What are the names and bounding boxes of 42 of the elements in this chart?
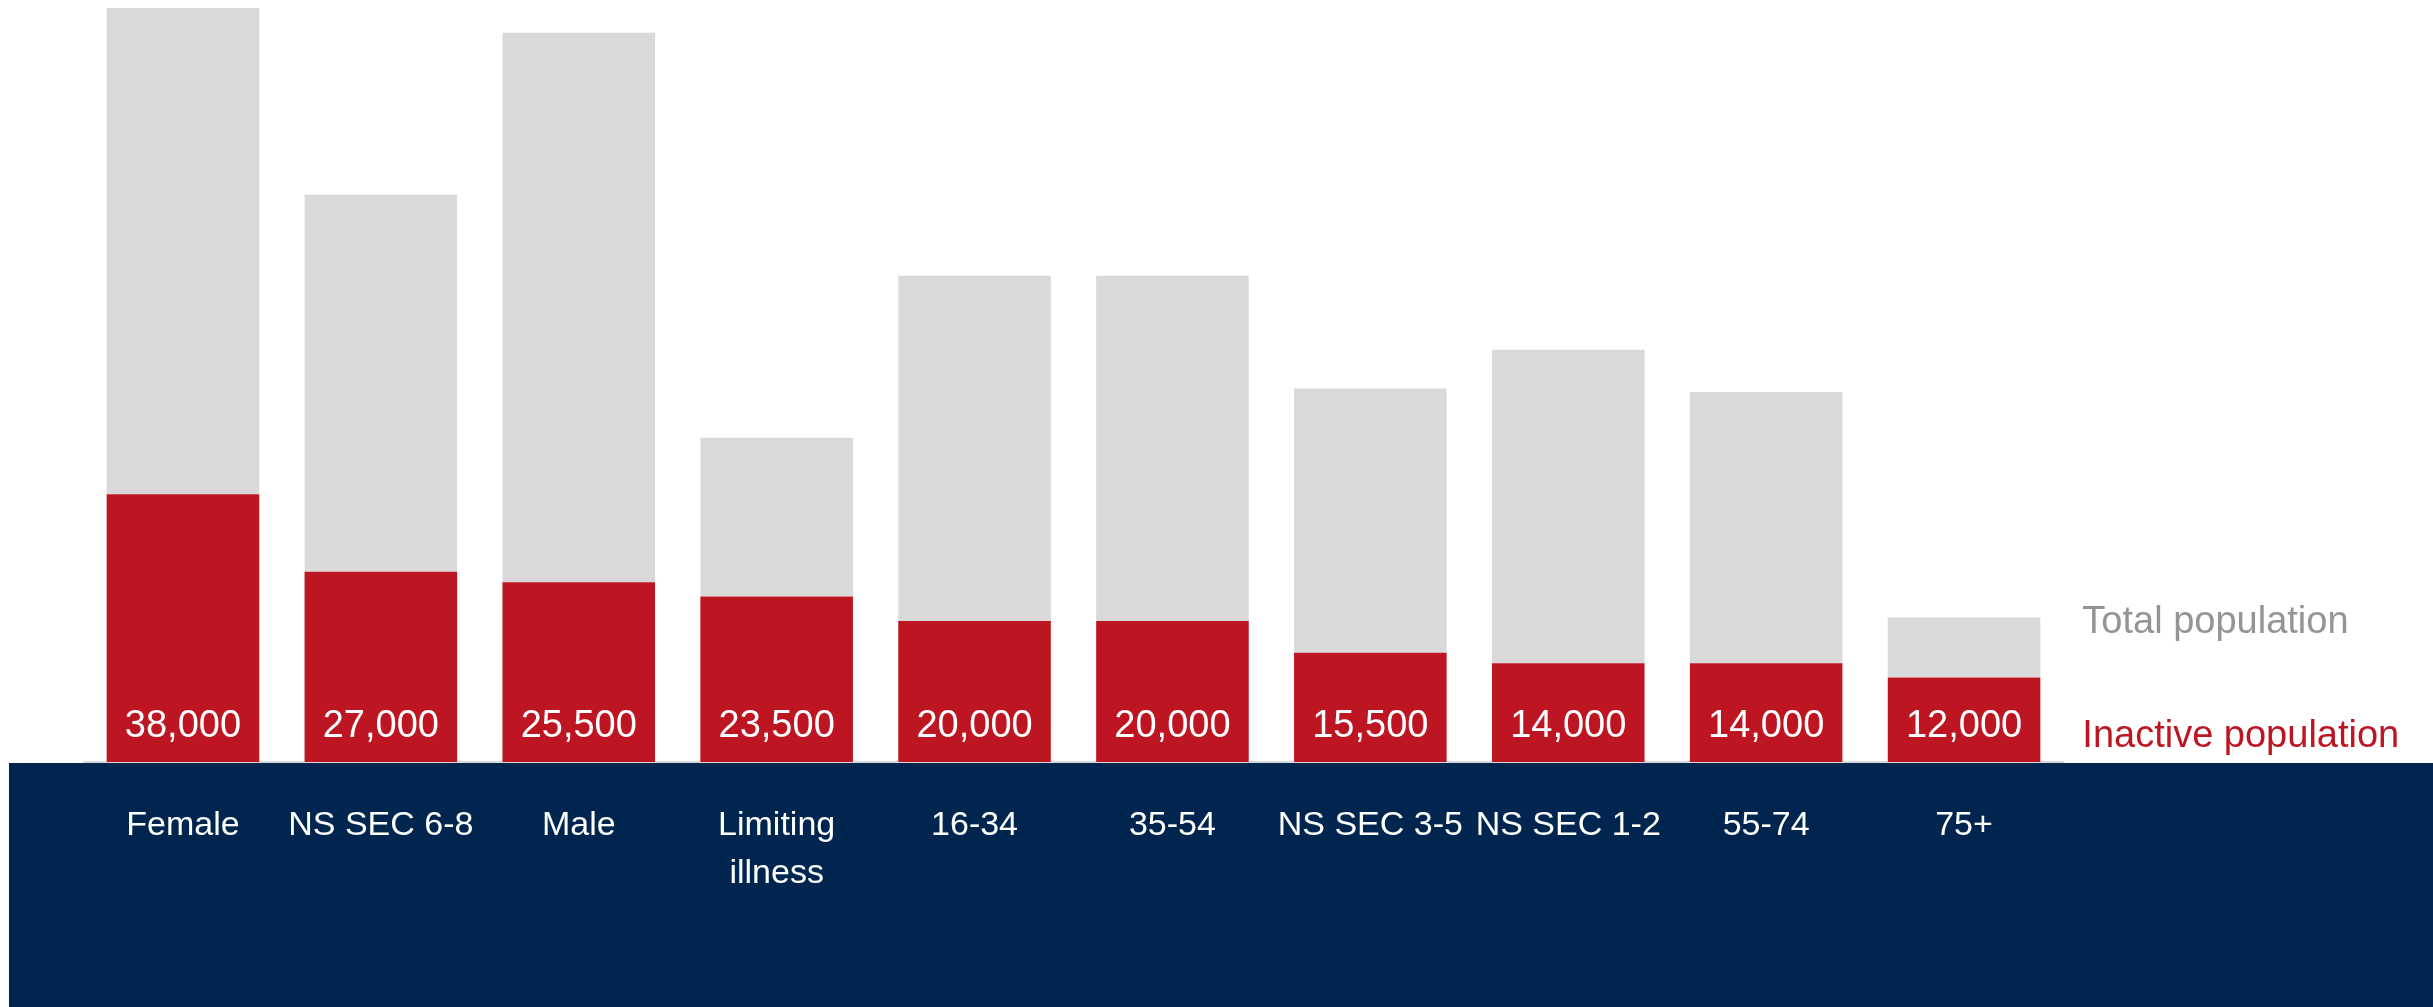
bar: [1096, 275, 1249, 622]
data-label: 23,500: [718, 703, 835, 746]
x-tick-label: 16-34: [931, 804, 1019, 843]
bar: [1096, 621, 1249, 762]
x-tick-label: NS SEC 3-5: [1277, 804, 1463, 843]
data-label: 27,000: [322, 703, 439, 746]
data-label: 12,000: [1905, 703, 2023, 746]
bar: [1491, 663, 1645, 762]
bar: [700, 596, 853, 762]
bar: [1689, 392, 1843, 664]
data-label: 15,500: [1312, 703, 1429, 746]
x-tick-label: Male: [541, 804, 616, 843]
bar: [1689, 663, 1843, 762]
series-label: Total population: [2082, 599, 2349, 642]
bar: [1491, 349, 1645, 664]
bar: [106, 494, 260, 762]
data-label: 25,500: [520, 703, 637, 746]
bar: [502, 582, 656, 762]
data-label: 20,000: [1114, 703, 1231, 746]
bar: [106, 8, 260, 495]
bar: [1887, 617, 2041, 678]
data-label: 38,000: [124, 703, 242, 746]
x-tick-label: Limiting illness: [718, 804, 836, 891]
bar: [1294, 388, 1447, 653]
x-tick-label: 75+: [1935, 804, 1993, 843]
data-label: 14,000: [1708, 703, 1825, 746]
x-tick-label: 35-54: [1128, 804, 1216, 843]
bar: [898, 275, 1051, 622]
series-label: Inactive population: [2082, 713, 2400, 756]
bar: [304, 194, 458, 572]
bar: [1887, 677, 2041, 762]
x-tick-label: NS SEC 6-8: [288, 804, 474, 843]
bar: [898, 621, 1051, 762]
x-tick-label: Female: [126, 804, 240, 843]
bar: [700, 437, 853, 597]
data-label: 20,000: [916, 703, 1033, 746]
bar: [502, 32, 656, 583]
data-label: 14,000: [1510, 703, 1627, 746]
bar: [1294, 652, 1447, 762]
x-tick-label: 55-74: [1722, 804, 1810, 843]
bar: [304, 571, 458, 762]
x-tick-label: NS SEC 1-2: [1475, 804, 1661, 843]
